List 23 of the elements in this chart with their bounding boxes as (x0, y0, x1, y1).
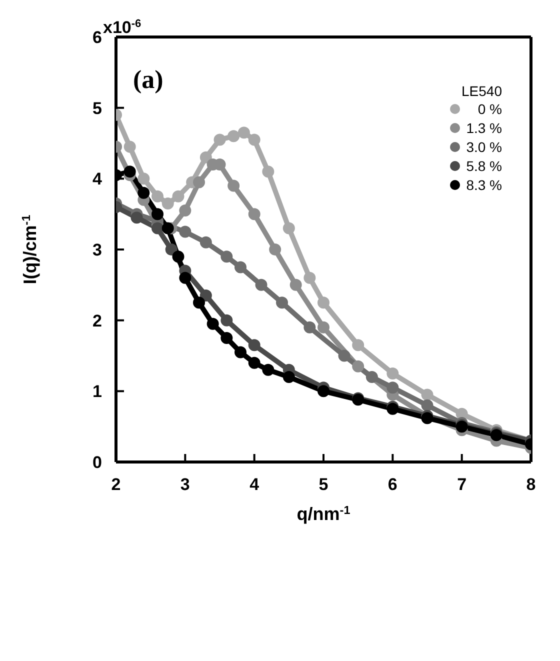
x-tick-label: 6 (388, 475, 398, 494)
y-tick-label: 6 (92, 28, 102, 47)
y-tick-label: 3 (92, 240, 102, 260)
legend-label: 1.3 % (466, 120, 502, 136)
x-tick-label: 7 (457, 475, 467, 494)
legend-label: 0 % (476, 100, 502, 116)
y-tick-label: 5 (92, 98, 102, 118)
x-tick-label: 5 (318, 475, 328, 494)
y-tick-label: 2 (92, 311, 102, 330)
legend-label: 8.3 % (466, 176, 502, 192)
y-tick-label: 4 (92, 170, 103, 189)
x-axis-title: q/nm$^{-1}$ (296, 504, 351, 524)
legend-title: LE540 (460, 83, 502, 99)
x-tick-label: 8 (526, 475, 536, 494)
legend-label: 3.0 % (466, 138, 502, 154)
legend-label: 5.8 % (466, 158, 502, 174)
x-tick-label: 3 (180, 475, 190, 494)
x-tick-label: 4 (250, 475, 260, 494)
x-tick-label: 2 (111, 475, 121, 494)
y-tick-label: 1 (92, 382, 102, 402)
y-tick-label: 0 (92, 453, 102, 472)
text: x10$^{-6}$ (103, 18, 142, 37)
annotation: (a) (133, 65, 164, 94)
